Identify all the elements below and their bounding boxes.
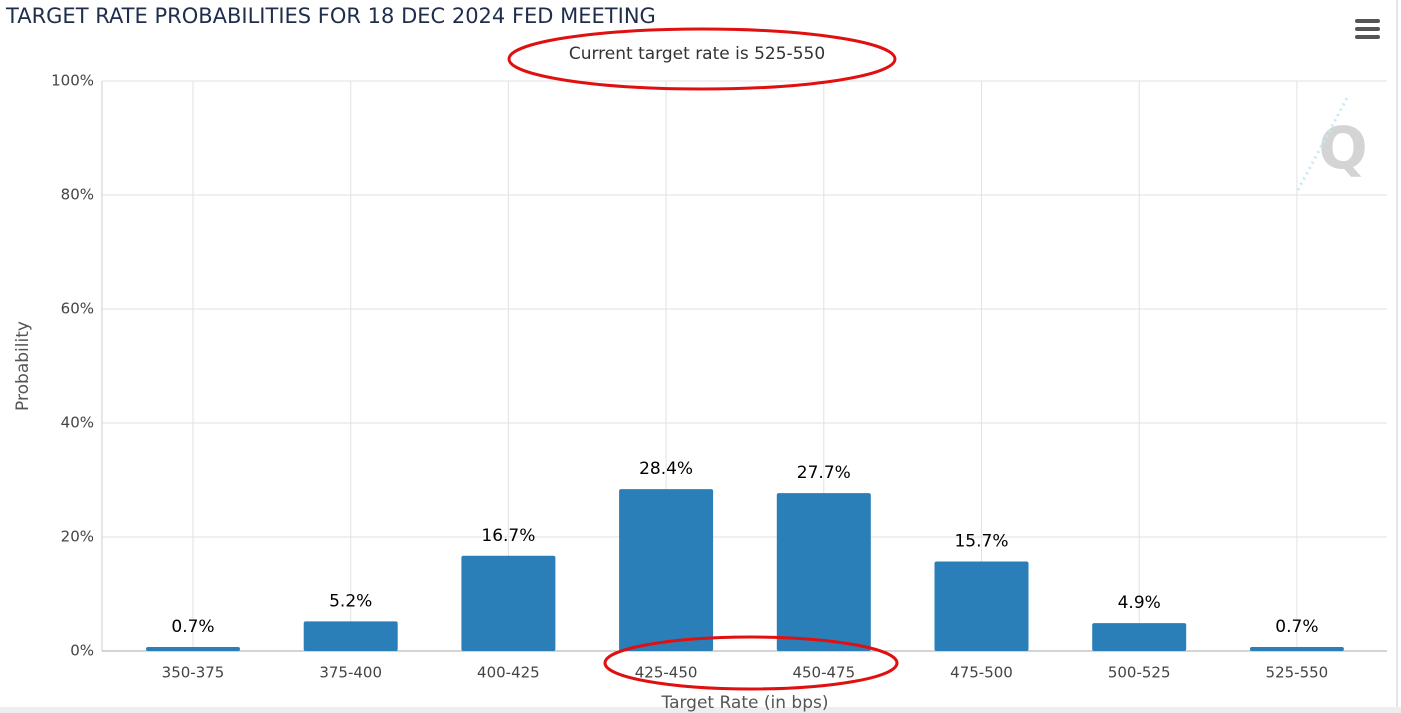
highlight-ellipse — [507, 27, 897, 91]
menu-bar — [1355, 19, 1380, 23]
y-tick-label: 60% — [61, 300, 94, 318]
x-tick-label: 425-450 — [635, 664, 698, 682]
bar — [934, 561, 1029, 651]
chart-subtitle: Current target rate is 525-550 — [569, 44, 825, 64]
x-tick-label: 375-400 — [319, 664, 382, 682]
y-tick-label: 40% — [61, 414, 94, 432]
x-tick-label: 350-375 — [162, 664, 225, 682]
bar — [776, 493, 871, 651]
y-tick-label: 0% — [70, 642, 94, 660]
y-tick-label: 20% — [61, 528, 94, 546]
bar — [461, 555, 556, 651]
y-axis-title: Probability — [13, 321, 33, 411]
menu-bar — [1355, 27, 1380, 31]
menu-bar — [1355, 35, 1380, 39]
y-tick-label: 80% — [61, 186, 94, 204]
highlight-ellipse — [603, 635, 899, 691]
bar — [1249, 647, 1344, 651]
plot-area: 0% 20% 40% 60% 80% 100% 350-375 0.7% 375-400 5.2%… — [51, 72, 1387, 682]
frame-bottom — [0, 707, 1401, 713]
data-label: 4.9% — [1118, 593, 1161, 613]
menu-button[interactable] — [1355, 19, 1380, 39]
x-tick-label: 400-425 — [477, 664, 540, 682]
data-label: 0.7% — [171, 617, 214, 637]
x-tick-label: 475-500 — [950, 664, 1013, 682]
x-tick-label: 525-550 — [1266, 664, 1329, 682]
bar — [303, 621, 398, 651]
data-label: 16.7% — [481, 526, 535, 546]
x-axis-title: Target Rate (in bps) — [661, 693, 829, 713]
data-label: 28.4% — [639, 459, 693, 479]
data-label: 5.2% — [329, 591, 372, 611]
bar — [619, 489, 714, 651]
bar — [146, 647, 240, 651]
data-label: 27.7% — [797, 463, 851, 483]
chart-title: TARGET RATE PROBABILITIES FOR 18 DEC 202… — [5, 4, 656, 28]
bar — [1092, 623, 1187, 651]
logo: Q — [1296, 95, 1368, 191]
data-label: 0.7% — [1275, 617, 1318, 637]
logo-mark: Q — [1318, 114, 1367, 182]
y-tick-label: 100% — [51, 72, 94, 90]
data-label: 15.7% — [954, 532, 1008, 552]
x-tick-label: 500-525 — [1108, 664, 1171, 682]
x-tick-label: 450-475 — [792, 664, 855, 682]
